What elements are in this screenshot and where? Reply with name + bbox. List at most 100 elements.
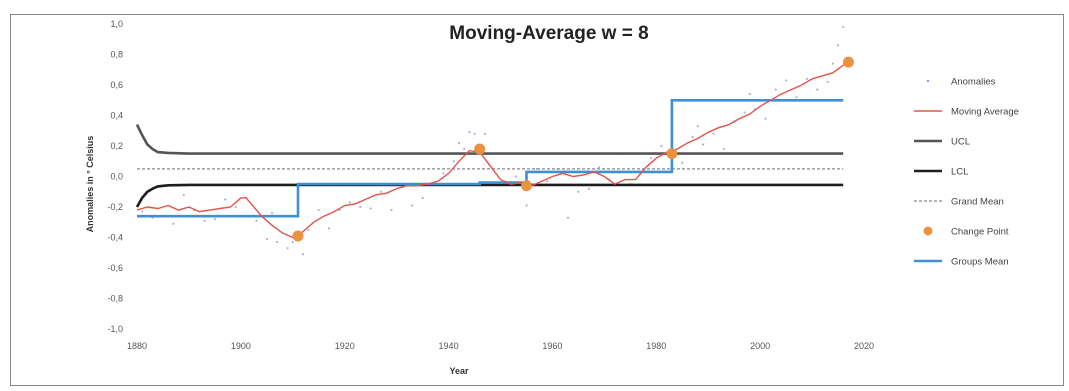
change-point-marker <box>520 180 532 192</box>
legend-swatch-change-point <box>923 226 933 236</box>
y-tick-label: 0,0 <box>110 172 123 182</box>
anomaly-point <box>785 79 788 82</box>
anomaly-point <box>442 172 445 175</box>
anomaly-point <box>348 201 352 204</box>
anomaly-point <box>270 212 274 215</box>
anomaly-point <box>328 227 331 230</box>
x-tick-label: 2000 <box>750 341 770 351</box>
x-tick-label: 1900 <box>231 341 251 351</box>
legend-label: Moving Average <box>951 107 1019 118</box>
moving-average-line <box>136 62 849 239</box>
anomaly-point <box>234 205 237 209</box>
anomaly-point <box>213 218 216 221</box>
legend-label: Grand Mean <box>951 197 1004 208</box>
y-tick-label: -0,6 <box>107 263 123 273</box>
anomaly-point <box>831 62 834 65</box>
legend-label: Anomalies <box>951 77 996 88</box>
y-tick-label: 0,4 <box>110 111 123 121</box>
moving-average-chart: Moving-Average w = 8 Year Anomalies in °… <box>85 19 1019 376</box>
anomaly-point <box>842 25 845 29</box>
lcl-line <box>135 183 844 208</box>
x-tick-label: 1920 <box>335 341 355 351</box>
legend-label: Groups Mean <box>951 257 1009 268</box>
anomaly-point <box>291 240 294 244</box>
legend-label: LCL <box>951 167 968 178</box>
x-tick-label: 2020 <box>854 341 874 351</box>
anomaly-point <box>743 111 746 114</box>
anomaly-point <box>696 125 699 128</box>
anomaly-point <box>816 88 819 91</box>
anomaly-point <box>468 131 471 134</box>
legend-label: UCL <box>951 137 970 148</box>
anomaly-point <box>525 204 528 207</box>
anomaly-point <box>457 141 461 145</box>
anomaly-point <box>255 219 258 222</box>
groups-mean-line <box>137 99 844 218</box>
anomaly-point <box>826 80 829 84</box>
anomaly-point <box>805 77 808 80</box>
anomaly-point <box>712 132 715 135</box>
anomaly-point <box>379 190 383 193</box>
anomaly-point <box>514 175 518 178</box>
anomaly-point <box>452 160 455 163</box>
anomaly-point <box>701 143 705 146</box>
change-point-marker <box>292 230 304 242</box>
y-axis-ticks: -1,0 -0,8 -0,6 -0,4 -0,2 0,0 0,2 0,4 0,6 0,8 1,0 <box>107 19 123 334</box>
y-tick-label: -1,0 <box>107 324 123 334</box>
anomaly-point <box>286 247 289 250</box>
y-axis-label: Anomalies in ° Celsius <box>85 136 95 233</box>
plot-area <box>135 25 854 256</box>
chart-title: Moving-Average w = 8 <box>449 23 648 44</box>
anomaly-point <box>587 187 590 190</box>
anomaly-point <box>411 204 414 207</box>
anomaly-point <box>265 237 268 241</box>
anomaly-point <box>836 44 840 47</box>
anomaly-point <box>141 210 144 213</box>
anomaly-point <box>421 196 424 199</box>
anomaly-point <box>317 208 320 212</box>
anomaly-point <box>722 147 725 151</box>
x-axis-label: Year <box>449 366 469 376</box>
legend-label: Change Point <box>951 227 1009 238</box>
x-tick-label: 1980 <box>646 341 666 351</box>
anomaly-point <box>546 179 549 183</box>
anomaly-point <box>681 161 684 164</box>
anomaly-point <box>473 132 476 135</box>
change-point-marker <box>666 148 678 160</box>
anomaly-point <box>598 166 601 169</box>
y-tick-label: 1,0 <box>110 19 123 29</box>
y-tick-label: 0,2 <box>110 141 123 151</box>
y-tick-label: -0,4 <box>107 233 123 243</box>
anomaly-point <box>774 88 777 91</box>
anomaly-point <box>390 208 393 212</box>
y-tick-label: 0,8 <box>110 50 123 60</box>
anomaly-point <box>463 147 466 151</box>
anomaly-point <box>691 135 694 138</box>
anomaly-point <box>276 240 279 244</box>
change-point-marker <box>474 143 486 155</box>
ucl-line <box>135 124 844 155</box>
anomaly-point <box>224 198 227 201</box>
anomaly-point <box>660 144 663 148</box>
anomaly-point <box>577 190 580 193</box>
legend: Anomalies Moving Average UCL LCL Grand Mean C… <box>914 77 1019 268</box>
legend-swatch-anomalies <box>926 79 930 83</box>
chart-area: Moving-Average w = 8 Year Anomalies in °… <box>10 14 1064 386</box>
anomaly-point <box>764 117 767 120</box>
anomaly-point <box>483 132 487 135</box>
anomaly-point <box>172 222 175 225</box>
y-tick-label: 0,6 <box>110 80 123 90</box>
anomaly-point <box>369 207 372 210</box>
x-tick-label: 1880 <box>127 341 147 351</box>
y-tick-label: -0,8 <box>107 294 123 304</box>
cropped-caption-strip <box>0 0 1069 14</box>
anomaly-point <box>359 205 362 209</box>
anomaly-point <box>748 93 751 96</box>
anomaly-point <box>307 228 310 231</box>
anomaly-point <box>302 253 305 256</box>
anomaly-point <box>566 216 570 219</box>
anomaly-point <box>649 157 653 160</box>
anomaly-point <box>795 96 798 99</box>
x-tick-label: 1940 <box>439 341 459 351</box>
anomaly-point <box>182 193 185 196</box>
